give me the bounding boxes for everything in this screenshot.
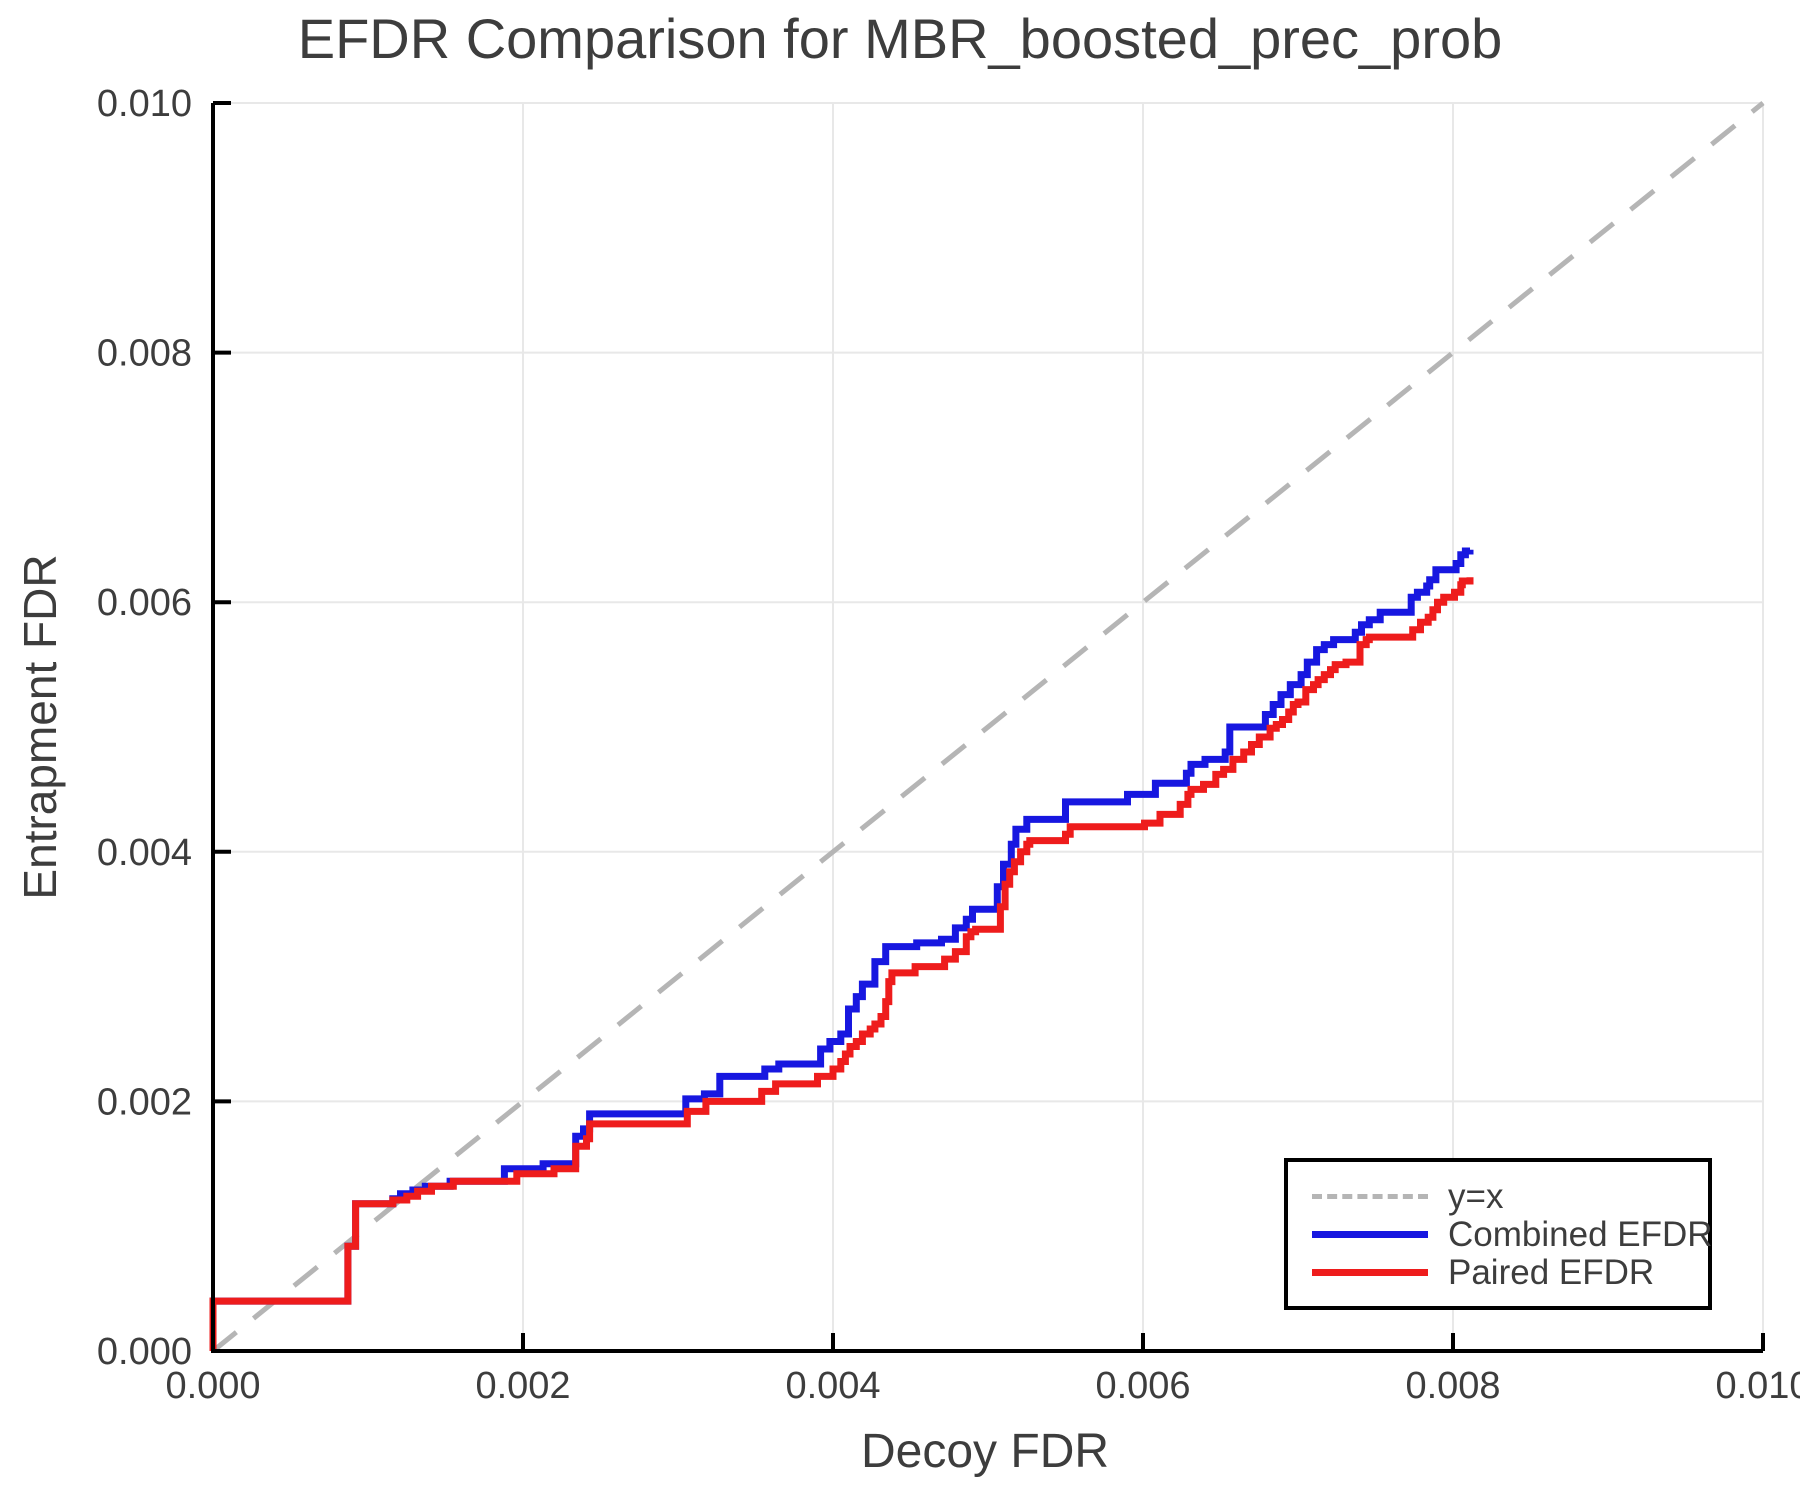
paired-line-swatch bbox=[1312, 1268, 1428, 1276]
chart-title: EFDR Comparison for MBR_boosted_prec_pro… bbox=[297, 7, 1503, 70]
combined-line-swatch bbox=[1312, 1230, 1428, 1238]
legend-item-paired: Paired EFDR bbox=[1288, 1253, 1708, 1291]
series-paired-efdr bbox=[209, 577, 1474, 1351]
x-tick-label: 0.002 bbox=[475, 1365, 570, 1407]
y-tick-label: 0.008 bbox=[97, 333, 192, 375]
x-tick-label: 0.010 bbox=[1715, 1365, 1800, 1407]
y-tick-label: 0.004 bbox=[97, 832, 192, 874]
legend-item-identity: y=x bbox=[1288, 1177, 1708, 1215]
y-axis-label: Entrapment FDR bbox=[14, 554, 66, 900]
gridlines bbox=[213, 102, 1764, 1351]
x-tick-label: 0.004 bbox=[785, 1365, 880, 1407]
legend-label-paired: Paired EFDR bbox=[1448, 1252, 1655, 1292]
series-combined-efdr bbox=[209, 547, 1474, 1351]
y-tick-label: 0.000 bbox=[97, 1331, 192, 1373]
x-tick-label: 0.006 bbox=[1095, 1365, 1190, 1407]
y-tick-label: 0.010 bbox=[97, 83, 192, 125]
axis-tick-labels: 0.000 0.002 0.004 0.006 0.008 0.010 0.000 0.002… bbox=[97, 83, 1800, 1407]
y-tick-label: 0.002 bbox=[97, 1081, 192, 1123]
x-axis-label: Decoy FDR bbox=[860, 1425, 1110, 1478]
series-y-x bbox=[211, 101, 1765, 1353]
legend-label-identity: y=x bbox=[1448, 1176, 1504, 1216]
series-lines bbox=[209, 101, 1765, 1353]
axis-spines bbox=[211, 103, 1763, 1353]
x-tick-label: 0.008 bbox=[1405, 1365, 1500, 1407]
axis-ticks bbox=[211, 101, 1765, 1353]
legend-item-combined: Combined EFDR bbox=[1288, 1215, 1713, 1253]
y-tick-label: 0.006 bbox=[97, 582, 192, 624]
identity-line-swatch bbox=[1312, 1193, 1428, 1199]
legend-label-combined: Combined EFDR bbox=[1448, 1214, 1713, 1254]
legend: y=x Combined EFDR Paired EFDR bbox=[1284, 1158, 1713, 1310]
x-tick-label: 0.000 bbox=[165, 1365, 260, 1407]
